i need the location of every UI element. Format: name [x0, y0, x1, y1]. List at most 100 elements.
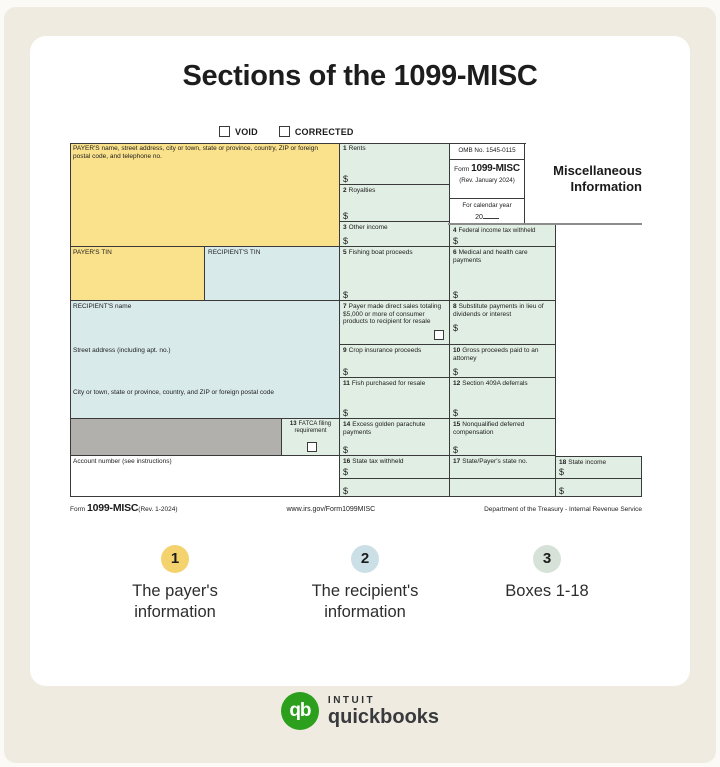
box-label: Fishing boat proceeds	[348, 249, 413, 256]
form-box-9: 9 Crop insurance proceeds $	[340, 345, 450, 378]
dollar-sign: $	[453, 322, 459, 333]
corrected-checkbox[interactable]	[278, 126, 290, 137]
qb-monogram: qb	[289, 700, 311, 721]
quickbooks-wordmark: quickbooks	[327, 706, 440, 728]
legend-number-badge: 2	[351, 545, 379, 573]
box-number: 14	[343, 421, 351, 428]
box-number: 4	[453, 227, 457, 234]
void-checkbox[interactable]	[219, 126, 230, 137]
box-label: Excess golden parachute payments	[343, 421, 426, 436]
form-box-16: 16 State tax withheld $ $	[340, 456, 450, 497]
legend-number: 1	[170, 550, 180, 567]
form-box-7: 7 Payer made direct sales totaling $5,000…	[340, 301, 450, 345]
account-number-cell: Account number (see instructions)	[70, 456, 340, 497]
box-label: Medical and health care payments	[453, 249, 528, 264]
box-label: Section 409A deferrals	[462, 380, 528, 387]
legend-label: Boxes 1-18	[505, 582, 589, 600]
payer-tin-label: PAYER'S TIN	[73, 249, 112, 256]
box-number: 6	[453, 249, 457, 256]
legend-item-boxes: 3 Boxes 1-18	[462, 545, 632, 602]
dollar-sign: $	[453, 235, 459, 246]
box-number: 9	[343, 347, 347, 354]
void-corrected-row: VOID CORRECTED	[219, 126, 354, 137]
dollar-sign: $	[343, 444, 349, 455]
form-box-5: 5 Fishing boat proceeds $	[340, 247, 450, 301]
box-number: 3	[343, 224, 347, 231]
box-label: FATCA filing requirement	[294, 421, 332, 434]
dollar-sign: $	[343, 289, 349, 300]
form-box-4: 4 Federal income tax withheld $	[450, 225, 556, 247]
calendar-year-blank	[482, 212, 499, 219]
box-number: 8	[453, 303, 457, 310]
recipient-tin-cell: RECIPIENT'S TIN	[205, 247, 340, 301]
box-label: Crop insurance proceeds	[348, 347, 422, 354]
box-label: Royalties	[348, 187, 376, 194]
footer-form-id: Form 1099-MISC(Rev. 1-2024)	[70, 502, 178, 514]
city-label: City or town, state or province, country…	[73, 389, 274, 396]
box-number: 1	[343, 145, 347, 152]
box-number: 17	[453, 458, 461, 465]
box-label: Substitute payments in lieu of dividends…	[453, 303, 544, 318]
box-label: State tax withheld	[352, 458, 404, 465]
corrected-label: CORRECTED	[294, 126, 354, 137]
dollar-sign: $	[453, 366, 459, 377]
dollar-sign: $	[343, 235, 349, 246]
box-number: 2	[343, 187, 347, 194]
box-label: Nonqualified deferred compensation	[453, 421, 525, 436]
form-box-14: 14 Excess golden parachute payments $	[340, 419, 450, 456]
void-label: VOID	[235, 126, 258, 137]
legend-number-badge: 1	[161, 545, 189, 573]
box-label: Federal income tax withheld	[458, 227, 536, 234]
box-number: 10	[453, 347, 461, 354]
box-number: 12	[453, 380, 461, 387]
direct-sales-checkbox[interactable]	[434, 330, 444, 340]
state-row-divider	[340, 478, 642, 479]
dollar-sign: $	[343, 210, 349, 221]
form-left-border	[70, 143, 71, 497]
dollar-sign: $	[343, 466, 349, 477]
calendar-year-label: For calendar year	[462, 202, 512, 209]
recipient-tin-label: RECIPIENT'S TIN	[208, 249, 261, 256]
dollar-sign: $	[343, 173, 349, 184]
legend-item-recipient: 2 The recipient's information	[280, 545, 450, 623]
form-box-11: 11 Fish purchased for resale $	[340, 378, 450, 419]
page-title: Sections of the 1099-MISC	[182, 60, 538, 92]
footer-department: Department of the Treasury - Internal Re…	[484, 506, 642, 513]
form-box-1: 1 Rents $	[340, 143, 450, 185]
dollar-sign: $	[453, 444, 459, 455]
header-divider-line	[448, 223, 642, 225]
box-number: 13	[289, 421, 297, 427]
box-label: Fish purchased for resale	[351, 380, 426, 387]
form-box-17: 17 State/Payer's state no.	[450, 456, 556, 497]
form-box-12: 12 Section 409A deferrals $	[450, 378, 556, 419]
dollar-sign: $	[343, 366, 349, 377]
form-identifier: Form 1099-MISC (Rev. January 2024)	[450, 160, 524, 199]
box-number: 11	[343, 380, 350, 387]
payer-info-cell: PAYER'S name, street address, city or to…	[70, 143, 340, 247]
logo-wordmark: INTUIT quickbooks	[328, 695, 439, 727]
form-top-border	[70, 143, 526, 144]
form-box-15: 15 Nonqualified deferred compensation $	[450, 419, 556, 456]
form-footer: Form 1099-MISC(Rev. 1-2024) www.irs.gov/…	[70, 502, 642, 514]
footer-form-word: Form	[70, 506, 86, 513]
payer-tin-cell: PAYER'S TIN	[70, 247, 205, 301]
dollar-sign: $	[559, 466, 565, 477]
box-label: State income	[568, 459, 607, 466]
form-box-3: 3 Other income $	[340, 222, 450, 247]
shaded-cell	[70, 419, 282, 456]
form-box-10: 10 Gross proceeds paid to an attorney $	[450, 345, 556, 378]
omb-number: OMB No. 1545-0115	[450, 143, 524, 160]
fatca-checkbox[interactable]	[307, 442, 317, 452]
box-number: 18	[559, 459, 567, 466]
form-type-title: Miscellaneous Information	[553, 163, 642, 194]
calendar-year-prefix: 20	[475, 213, 483, 221]
legend-label: The recipient's information	[311, 582, 419, 621]
calendar-year-box: For calendar year 20	[450, 199, 524, 224]
form-box-8: 8 Substitute payments in lieu of dividend…	[450, 301, 556, 345]
form-box-6: 6 Medical and health care payments $	[450, 247, 556, 301]
legend-number-badge: 3	[533, 545, 561, 573]
form-1099-misc: PAYER'S name, street address, city or to…	[70, 143, 642, 515]
legend-label: The payer's information	[132, 582, 218, 621]
box-label: Other income	[348, 224, 388, 231]
box-label: Payer made direct sales totaling $5,000 …	[343, 303, 442, 325]
